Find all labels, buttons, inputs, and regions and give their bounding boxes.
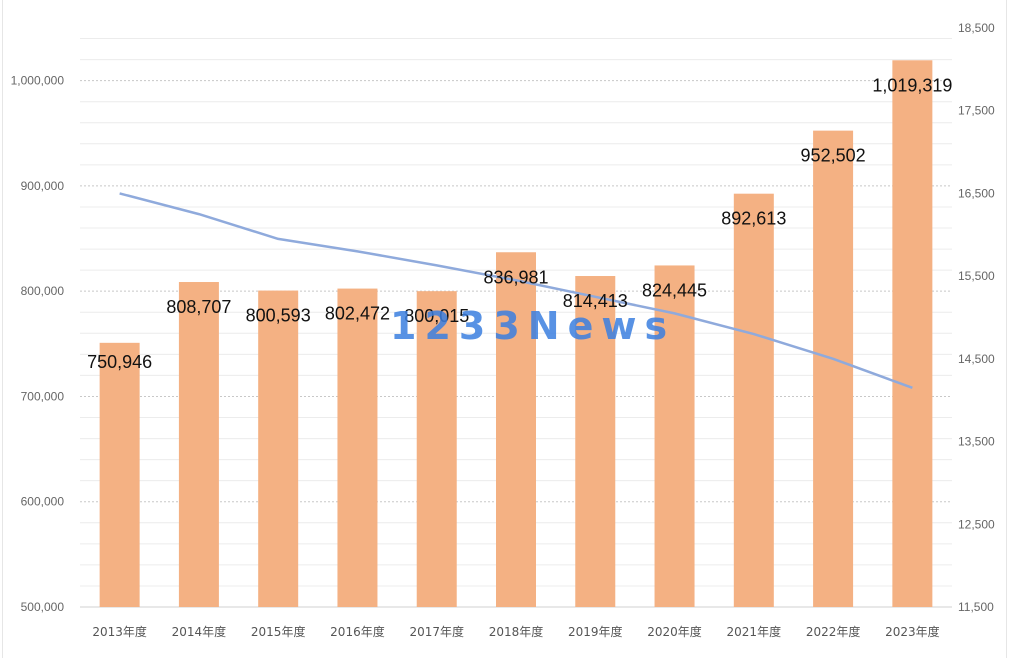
left-tick-label: 600,000 xyxy=(21,495,65,509)
bar-2022年度 xyxy=(813,130,854,608)
x-tick-label: 2018年度 xyxy=(489,624,544,639)
bar-2019年度 xyxy=(575,276,616,607)
left-axis-ticks: 500,000 600,000 700,000 800,000 900,000 1,000… xyxy=(11,74,65,614)
right-tick-label: 17,500 xyxy=(958,104,995,118)
bar-value-label: 836,981 xyxy=(483,267,548,287)
bar-value-label: 824,445 xyxy=(642,280,707,300)
x-tick-label: 2022年度 xyxy=(806,624,861,639)
left-tick-label: 700,000 xyxy=(21,389,65,403)
left-tick-label: 800,000 xyxy=(21,284,65,298)
right-tick-label: 11,500 xyxy=(958,600,994,614)
bar-value-label: 952,502 xyxy=(801,146,866,166)
right-axis-ticks: 11,500 12,500 13,500 14,500 15,500 16,500 17,5… xyxy=(958,21,995,614)
bar-2017年度 xyxy=(416,291,457,607)
left-frame-line xyxy=(2,0,3,658)
x-tick-label: 2023年度 xyxy=(885,624,940,639)
bar-series xyxy=(99,60,933,608)
bar-2023年度 xyxy=(892,60,933,608)
x-tick-label: 2014年度 xyxy=(172,624,227,639)
bar-2016年度 xyxy=(337,288,378,607)
x-tick-label: 2013年度 xyxy=(92,624,147,639)
bar-2021年度 xyxy=(733,193,774,607)
right-tick-label: 15,500 xyxy=(958,269,995,283)
bar-value-label: 802,472 xyxy=(325,304,390,324)
left-tick-label: 900,000 xyxy=(21,179,65,193)
bar-value-label: 892,613 xyxy=(721,209,786,229)
x-tick-label: 2015年度 xyxy=(251,624,306,639)
x-axis-ticks: 2013年度 2014年度 2015年度 2016年度 2017年度 2018年度 2019… xyxy=(92,624,939,639)
bar-value-label: 808,707 xyxy=(166,297,231,317)
x-tick-label: 2021年度 xyxy=(727,624,782,639)
right-tick-label: 18,500 xyxy=(958,21,995,35)
x-tick-label: 2019年度 xyxy=(568,624,623,639)
right-tick-label: 16,500 xyxy=(958,186,995,200)
right-frame-line xyxy=(1006,0,1007,658)
bar-2020年度 xyxy=(654,265,695,607)
bar-2018年度 xyxy=(496,252,536,607)
right-tick-label: 14,500 xyxy=(958,352,995,366)
left-tick-label: 500,000 xyxy=(21,600,65,614)
x-tick-label: 2020年度 xyxy=(647,624,702,639)
bar-2013年度 xyxy=(99,342,140,607)
bar-2014年度 xyxy=(178,282,219,607)
bar-2015年度 xyxy=(258,290,299,607)
x-tick-label: 2017年度 xyxy=(409,624,464,639)
watermark-text: 1233News xyxy=(390,304,676,348)
bar-value-label: 814,413 xyxy=(563,291,628,311)
right-tick-label: 12,500 xyxy=(958,517,995,531)
bar-value-label: 800,015 xyxy=(404,306,469,326)
bar-value-label: 750,946 xyxy=(87,352,152,372)
line-series xyxy=(119,192,913,389)
bar-value-label: 1,019,319 xyxy=(872,75,952,95)
bar-data-labels: 750,946 808,707 800,593 802,472 800,015 836,9… xyxy=(87,75,952,372)
x-tick-label: 2016年度 xyxy=(330,624,385,639)
right-tick-label: 13,500 xyxy=(958,435,995,449)
bar-value-label: 800,593 xyxy=(246,306,311,326)
left-tick-label: 1,000,000 xyxy=(11,74,65,88)
